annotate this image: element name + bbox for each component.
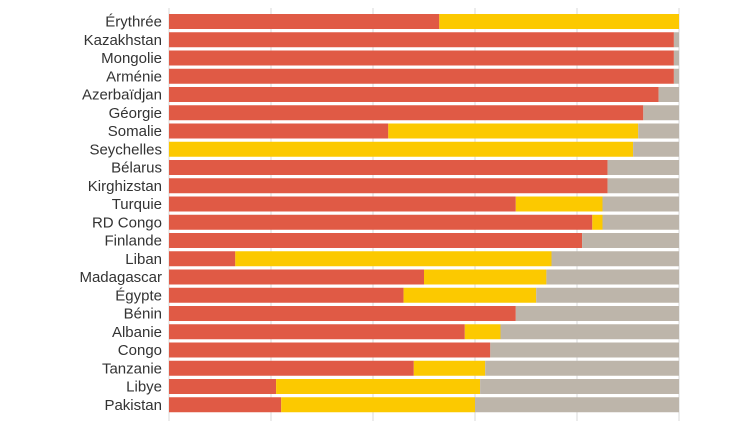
category-label: Finlande bbox=[104, 233, 162, 250]
bar-segment bbox=[515, 196, 603, 212]
bar-segment bbox=[169, 14, 440, 29]
bar-segment bbox=[169, 123, 389, 139]
bar-segment bbox=[485, 360, 679, 376]
bar-segment bbox=[169, 287, 404, 303]
bar-segment bbox=[169, 87, 659, 102]
bar-segment bbox=[607, 178, 679, 194]
category-label: Seychelles bbox=[89, 141, 162, 158]
category-label: Albanie bbox=[112, 324, 162, 341]
bar-segment bbox=[546, 269, 679, 285]
category-label: Mongolie bbox=[101, 50, 162, 67]
bar-segment bbox=[281, 397, 475, 413]
bar-segment bbox=[413, 360, 486, 376]
bar-segment bbox=[169, 196, 516, 212]
category-label: Érythrée bbox=[105, 14, 162, 31]
bar-segment bbox=[490, 342, 679, 358]
bar-segment bbox=[658, 87, 679, 102]
bar-segment bbox=[673, 68, 679, 84]
bar-segment bbox=[169, 50, 674, 66]
category-label: RD Congo bbox=[92, 214, 162, 231]
bar-segment bbox=[388, 123, 639, 139]
bar-segment bbox=[673, 50, 679, 66]
bar-segment bbox=[169, 251, 236, 267]
category-label: Turquie bbox=[112, 196, 162, 213]
category-label: Liban bbox=[125, 251, 162, 268]
bar-segment bbox=[633, 141, 679, 157]
bar-segment bbox=[602, 196, 679, 212]
bar-segment bbox=[602, 214, 679, 230]
category-label: Pakistan bbox=[104, 397, 162, 414]
bar-segment bbox=[592, 214, 603, 230]
category-label: Azerbaïdjan bbox=[82, 87, 162, 104]
category-label: Géorgie bbox=[109, 105, 162, 122]
bar-segment bbox=[464, 324, 501, 340]
bar-segment bbox=[169, 306, 516, 321]
bar-segment bbox=[169, 360, 414, 376]
bar-segment bbox=[515, 306, 679, 321]
bar-segment bbox=[276, 379, 481, 394]
bar-segment bbox=[169, 379, 277, 394]
category-label: Somalie bbox=[108, 123, 162, 140]
bar-segment bbox=[607, 160, 679, 175]
bar-segment bbox=[169, 269, 424, 285]
bar-segment bbox=[169, 342, 491, 358]
bar-segment bbox=[169, 141, 634, 157]
category-label: Bénin bbox=[124, 306, 162, 323]
bar-segment bbox=[475, 397, 679, 413]
bar-segment bbox=[169, 178, 608, 194]
bar-segment bbox=[536, 287, 679, 303]
category-label: Bélarus bbox=[111, 160, 162, 177]
category-label: Madagascar bbox=[79, 269, 162, 286]
category-label: Tanzanie bbox=[102, 360, 162, 377]
category-label: Kirghizstan bbox=[88, 178, 162, 195]
bar-segment bbox=[169, 68, 674, 84]
bar-segment bbox=[169, 397, 282, 413]
category-label: Libye bbox=[126, 379, 162, 396]
bar-segment bbox=[169, 105, 644, 121]
category-label: Égypte bbox=[115, 287, 162, 304]
category-label: Kazakhstan bbox=[84, 32, 162, 49]
bar-segment bbox=[403, 287, 537, 303]
bar-segment bbox=[169, 324, 465, 340]
bar-segment bbox=[235, 251, 552, 267]
category-label: Arménie bbox=[106, 68, 162, 85]
bar-segment bbox=[673, 32, 679, 48]
bar-segment bbox=[169, 233, 583, 248]
bars-group bbox=[169, 14, 679, 413]
bar-segment bbox=[500, 324, 679, 340]
bar-segment bbox=[169, 160, 608, 175]
bar-segment bbox=[424, 269, 547, 285]
bar-segment bbox=[439, 14, 679, 29]
bar-segment bbox=[582, 233, 679, 248]
bar-segment bbox=[643, 105, 679, 121]
bar-segment bbox=[638, 123, 679, 139]
bar-segment bbox=[551, 251, 679, 267]
bar-segment bbox=[169, 32, 674, 48]
bar-segment bbox=[480, 379, 679, 394]
category-label: Congo bbox=[118, 342, 162, 359]
bar-segment bbox=[169, 214, 593, 230]
